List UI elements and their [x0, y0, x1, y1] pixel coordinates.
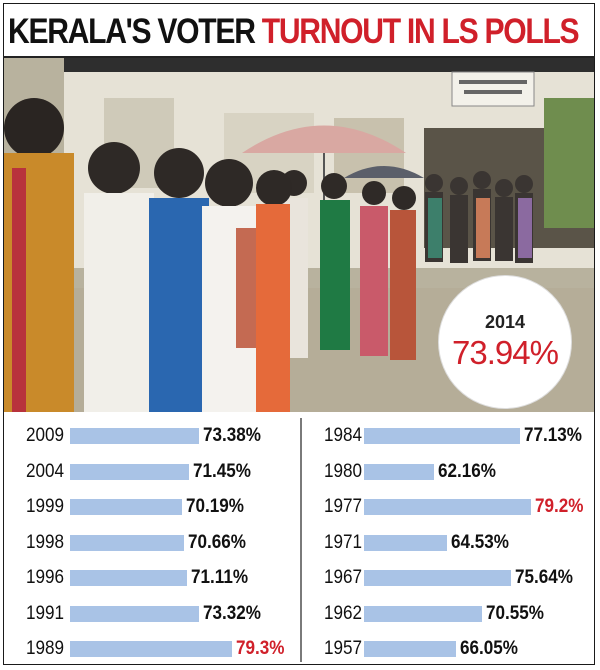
highlight-value: 73.94%	[452, 334, 559, 371]
turnout-bar	[70, 534, 185, 551]
title-part-red: TURNOUT IN LS POLLS	[261, 12, 580, 51]
turnout-bar	[364, 499, 532, 515]
turnout-value-label: 73.38%	[203, 425, 262, 446]
row-year-label: 1971	[324, 531, 363, 553]
turnout-value-label: 64.53%	[451, 531, 510, 553]
turnout-value-label: 66.05%	[460, 638, 519, 659]
row-year-label: 1996	[26, 567, 65, 588]
row-year-label: 1991	[26, 602, 65, 624]
turnout-value-label: 77.13%	[523, 425, 582, 446]
photo-illustration	[4, 58, 594, 412]
turnout-bar	[70, 570, 187, 586]
turnout-value-label: 73.32%	[203, 602, 262, 624]
row-year-label: 2009	[26, 425, 65, 446]
turnout-bar	[70, 605, 200, 622]
turnout-value-label: 75.64%	[515, 567, 574, 588]
row-year-label: 2004	[26, 460, 65, 482]
row-year-label: 1999	[26, 496, 65, 517]
turnout-bar	[70, 499, 182, 515]
graphic-title: KERALA'S VOTER TURNOUT IN LS POLLS	[8, 10, 580, 54]
turnout-value-label: 70.55%	[485, 602, 544, 624]
turnout-bar	[364, 570, 511, 586]
turnout-value-label: 70.66%	[188, 531, 247, 553]
turnout-value-label: 70.19%	[185, 496, 244, 517]
title-part-black: KERALA'S VOTER	[8, 12, 256, 51]
turnout-bar	[364, 463, 434, 480]
turnout-value-label: 71.45%	[192, 460, 251, 482]
turnout-bar	[70, 641, 233, 657]
turnout-bar	[364, 428, 520, 444]
row-year-label: 1967	[324, 567, 363, 588]
turnout-bar	[70, 428, 200, 444]
row-year-label: 1998	[26, 531, 65, 553]
turnout-bar	[364, 605, 482, 622]
row-year-label: 1977	[324, 496, 363, 517]
row-year-label: 1957	[324, 638, 363, 659]
row-year-label: 1984	[324, 425, 363, 446]
turnout-value-label: 71.11%	[190, 567, 248, 588]
row-year-label: 1962	[324, 602, 363, 624]
highlight-year: 2014	[484, 312, 526, 332]
turnout-bar	[70, 463, 189, 480]
turnout-value-label: 62.16%	[437, 460, 496, 482]
turnout-value-label: 79.3%	[236, 638, 285, 659]
highlight-2014-badge: 2014 73.94%	[439, 276, 571, 408]
title-underline	[3, 56, 595, 58]
graphic-frame	[3, 3, 595, 665]
row-year-label: 1989	[26, 638, 65, 659]
turnout-value-label: 79.2%	[535, 496, 584, 517]
column-divider	[300, 418, 302, 662]
row-year-label: 1980	[324, 460, 363, 482]
turnout-bar	[364, 641, 457, 657]
turnout-bar	[364, 534, 448, 551]
turnout-bar-chart: 2009 73.38% 2004 71.45% 1999 70.19% 1998 70.66%…	[4, 412, 594, 664]
